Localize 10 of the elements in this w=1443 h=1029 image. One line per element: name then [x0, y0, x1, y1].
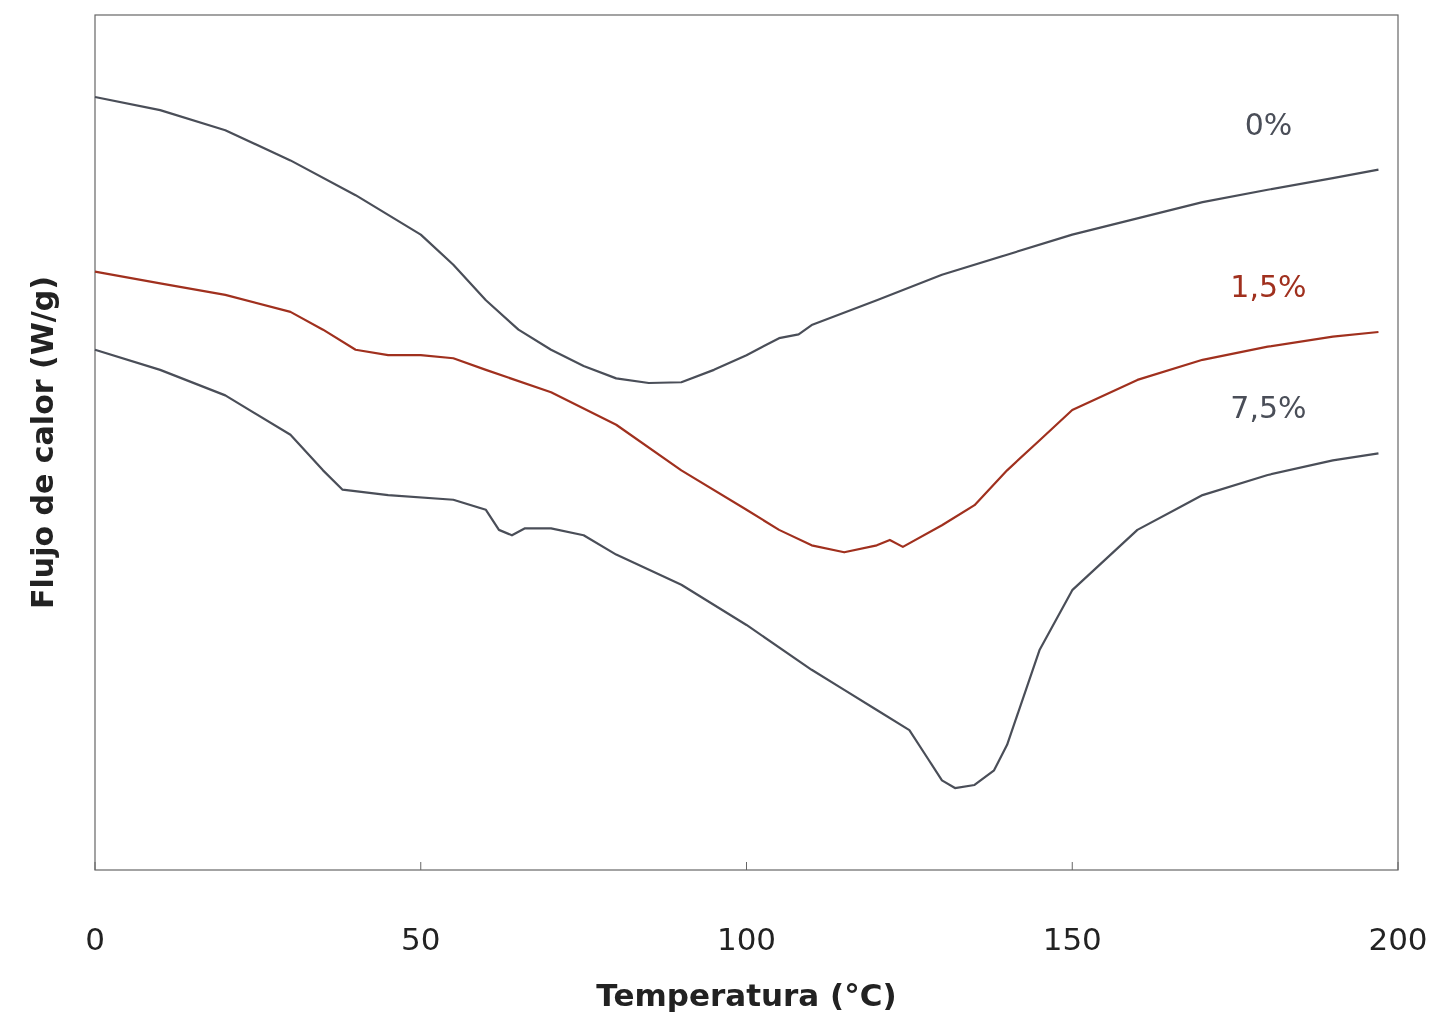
series-label: 7,5% [1230, 390, 1307, 426]
series-label: 0% [1244, 106, 1293, 142]
x-tick-label: 50 [401, 921, 441, 957]
y-axis-title: Flujo de calor (W/g) [25, 276, 60, 609]
x-tick-label: 100 [716, 921, 777, 957]
x-tick-label: 0 [85, 921, 105, 957]
series-label: 1,5% [1230, 268, 1307, 304]
x-axis-title: Temperatura (°C) [596, 977, 897, 1013]
x-tick-label: 150 [1042, 921, 1102, 957]
x-tick-label: 200 [1368, 921, 1428, 957]
